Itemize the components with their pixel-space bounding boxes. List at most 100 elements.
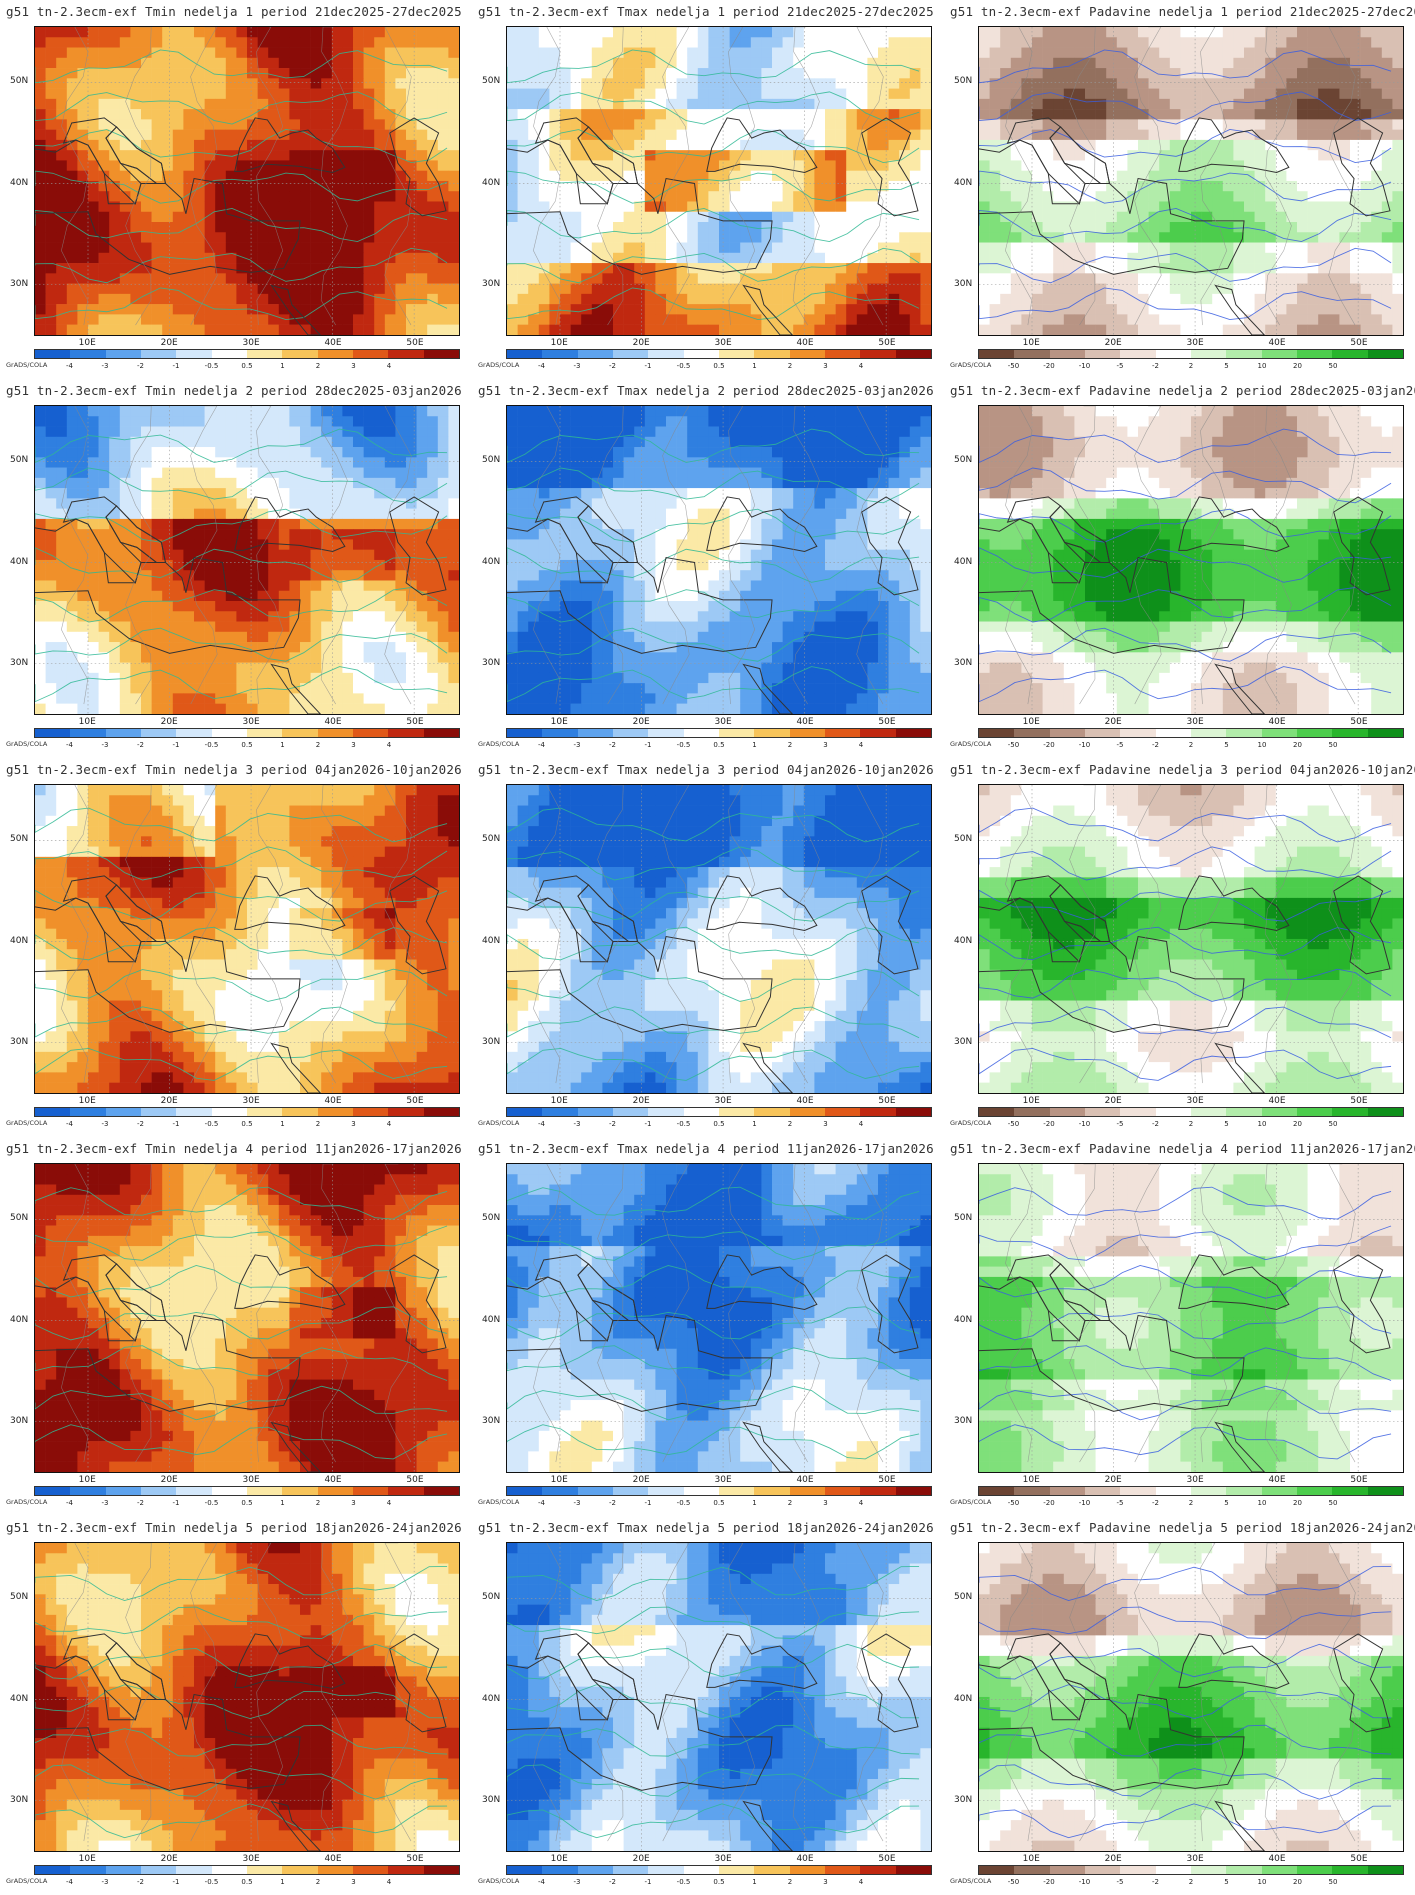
- lon-label: 10E: [550, 1475, 568, 1485]
- lon-label: 30E: [242, 717, 260, 727]
- colorbar-swatch: [317, 350, 353, 358]
- lon-label: 20E: [160, 1096, 178, 1106]
- colorbar-swatch: [317, 1866, 353, 1874]
- colorbar-swatch: [507, 1866, 543, 1874]
- colorbar-tick-label: -2: [1152, 1878, 1159, 1886]
- colorbar-swatch: [1226, 1487, 1262, 1495]
- colorbar-swatch: [1261, 1487, 1297, 1495]
- colorbar-swatch: [246, 1487, 283, 1495]
- colorbar-swatch: [176, 1866, 212, 1874]
- colorbar-swatch: [176, 1487, 212, 1495]
- colorbar-swatch: [246, 350, 283, 358]
- lon-label: 50E: [406, 338, 424, 348]
- colorbar-swatch: [895, 1108, 931, 1116]
- colorbar-tick-label: 1: [752, 741, 757, 749]
- lon-label: 10E: [78, 1096, 96, 1106]
- lon-label: 30E: [714, 1096, 732, 1106]
- lon-label: 40E: [1268, 1096, 1286, 1106]
- colorbar-swatch: [246, 1866, 283, 1874]
- colorbar-swatch: [824, 1487, 861, 1495]
- map-frame: [506, 784, 932, 1094]
- colorbar-tick-label: -10: [1078, 1499, 1091, 1507]
- lon-label: 40E: [796, 717, 814, 727]
- colorbar-tick-label: -0.5: [204, 741, 219, 749]
- colorbar-tick-label: -3: [573, 1120, 581, 1128]
- colorbar-swatch: [683, 1866, 719, 1874]
- map-panel-tmin-week-4: g51 tn-2.3ecm-exf Tmin nedelja 4 period …: [0, 1137, 471, 1516]
- colorbar-tick-label: -50: [1007, 362, 1020, 370]
- colorbar-tick-label: -0.5: [676, 741, 691, 749]
- lon-label: 50E: [878, 1854, 896, 1864]
- colorbar: [506, 349, 932, 359]
- lat-label: 50N: [10, 833, 29, 844]
- colorbar-tick-label: 4: [858, 1499, 864, 1507]
- lon-label: 20E: [1104, 717, 1122, 727]
- colorbar-swatch: [105, 350, 141, 358]
- colorbar-tick-label: 2: [1188, 1878, 1194, 1886]
- lat-label: 40N: [954, 556, 973, 567]
- colorbar-tick-label: 2: [1188, 362, 1194, 370]
- map-field-svg: [979, 1164, 1403, 1472]
- panel-title: g51 tn-2.3ecm-exf Tmax nedelja 5 period …: [478, 1520, 934, 1535]
- colorbar-tick-label: 3: [823, 362, 828, 370]
- lat-label: 50N: [954, 454, 973, 465]
- map-panel-tmax-week-2: g51 tn-2.3ecm-exf Tmax nedelja 2 period …: [472, 379, 943, 758]
- colorbar-tick-label: -4: [66, 362, 73, 370]
- lat-label: 40N: [482, 177, 501, 188]
- colorbar-swatch: [1261, 1866, 1297, 1874]
- colorbar-tick-label: -4: [66, 1120, 73, 1128]
- lon-label: 20E: [160, 1475, 178, 1485]
- colorbar-swatch: [1226, 729, 1262, 737]
- colorbar-swatch: [612, 350, 649, 358]
- lon-label: 50E: [406, 717, 424, 727]
- colorbar-swatch: [282, 350, 318, 358]
- colorbar-swatch: [282, 1866, 318, 1874]
- colorbar-swatch: [754, 350, 790, 358]
- colorbar-swatch: [1296, 1108, 1333, 1116]
- lat-label: 40N: [482, 1693, 501, 1704]
- map-field-svg: [35, 27, 459, 335]
- colorbar: [34, 1865, 460, 1875]
- colorbar-tick-label: -0.5: [204, 1120, 219, 1128]
- lat-label: 30N: [954, 1416, 973, 1427]
- colorbar-tick-label: 4: [386, 1878, 392, 1886]
- lat-label: 50N: [10, 454, 29, 465]
- colorbar-swatch: [754, 729, 790, 737]
- colorbar-tick-label: -0.5: [204, 1878, 219, 1886]
- lon-label: 10E: [550, 1854, 568, 1864]
- lat-label: 40N: [10, 556, 29, 567]
- lat-label: 40N: [954, 1693, 973, 1704]
- colorbar-tick-label: 10: [1257, 1878, 1267, 1886]
- colorbar-tick-label: 1: [752, 1120, 757, 1128]
- colorbar-swatch: [860, 1866, 896, 1874]
- map-field-svg: [35, 1164, 459, 1472]
- colorbar-tick-label: 4: [858, 1120, 864, 1128]
- colorbar-swatch: [1332, 1108, 1368, 1116]
- lat-label: 30N: [10, 1037, 29, 1048]
- colorbar-tick-label: -0.5: [676, 1120, 691, 1128]
- panel-title: g51 tn-2.3ecm-exf Tmax nedelja 1 period …: [478, 4, 934, 19]
- lat-label: 50N: [954, 1591, 973, 1602]
- colorbar-swatch: [388, 350, 424, 358]
- colorbar-tick-label: 2: [1188, 741, 1194, 749]
- colorbar-swatch: [1155, 350, 1191, 358]
- colorbar-swatch: [824, 350, 861, 358]
- lon-label: 30E: [714, 1475, 732, 1485]
- colorbar-swatch: [282, 1108, 318, 1116]
- colorbar-tick-label: 0.5: [713, 362, 725, 370]
- colorbar-tick-label: -2: [137, 741, 144, 749]
- colorbar-tick-label: 2: [315, 1499, 321, 1507]
- colorbar-swatch: [1332, 729, 1368, 737]
- colorbar-tick-label: 0.5: [713, 1878, 725, 1886]
- lon-label: 10E: [1022, 1854, 1040, 1864]
- colorbar-tick-label: -0.5: [204, 1499, 219, 1507]
- colorbar-tick-label: 1: [752, 1878, 757, 1886]
- colorbar-tick-label: 1: [280, 1499, 285, 1507]
- map-frame: [978, 1163, 1404, 1473]
- colorbar-tick-label: 2: [1188, 1499, 1194, 1507]
- map-field-svg: [507, 785, 931, 1093]
- colorbar-tick-label: -2: [137, 1499, 144, 1507]
- colorbar-swatch: [176, 1108, 212, 1116]
- map-frame: [506, 405, 932, 715]
- lat-label: 50N: [10, 75, 29, 86]
